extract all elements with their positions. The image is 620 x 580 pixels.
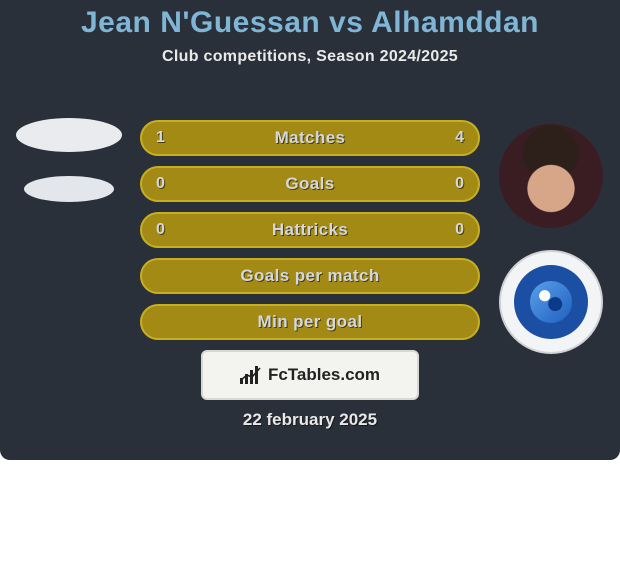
subtitle: Club competitions, Season 2024/2025	[0, 48, 620, 66]
stat-row-min-per-goal: Min per goal	[140, 304, 480, 340]
right-player-avatars	[496, 124, 606, 354]
club-logo-icon	[501, 252, 601, 352]
stat-label: Hattricks	[272, 220, 348, 240]
brand-text: FcTables.com	[268, 365, 380, 385]
stat-value-right: 0	[455, 175, 464, 193]
stat-value-left: 0	[156, 175, 165, 193]
stat-row-goals: 0 Goals 0	[140, 166, 480, 202]
player-avatar	[499, 124, 603, 228]
left-player-avatars	[14, 118, 124, 202]
stat-label: Goals	[285, 174, 334, 194]
player-face-icon	[499, 124, 603, 228]
stat-label: Matches	[275, 128, 346, 148]
stat-value-left: 0	[156, 221, 165, 239]
stat-row-hattricks: 0 Hattricks 0	[140, 212, 480, 248]
stat-value-right: 4	[455, 129, 464, 147]
stat-row-goals-per-match: Goals per match	[140, 258, 480, 294]
stat-rows: 1 Matches 4 0 Goals 0 0 Hattricks 0 Goal…	[140, 120, 480, 350]
bar-chart-icon	[240, 366, 262, 384]
stat-row-matches: 1 Matches 4	[140, 120, 480, 156]
avatar-placeholder-ellipse	[16, 118, 122, 152]
stat-label: Min per goal	[258, 312, 363, 332]
avatar-placeholder-ellipse	[24, 176, 114, 202]
stat-label: Goals per match	[240, 266, 379, 286]
stat-value-right: 0	[455, 221, 464, 239]
comparison-card: Jean N'Guessan vs Alhamddan Club competi…	[0, 0, 620, 460]
stat-value-left: 1	[156, 129, 165, 147]
football-icon	[530, 281, 571, 322]
brand-link[interactable]: FcTables.com	[201, 350, 419, 400]
date-label: 22 february 2025	[0, 410, 620, 430]
page-title: Jean N'Guessan vs Alhamddan	[0, 0, 620, 40]
club-logo-avatar	[499, 250, 603, 354]
